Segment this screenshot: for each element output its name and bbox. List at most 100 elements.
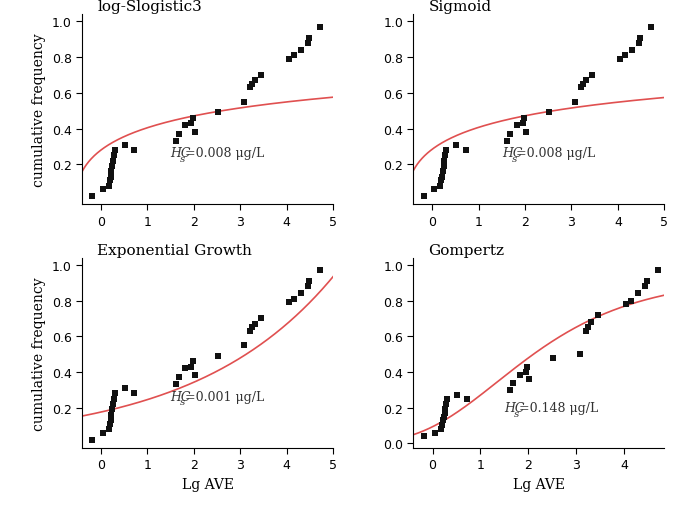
Point	[249, 320, 260, 328]
Point	[171, 138, 182, 146]
Text: HC: HC	[171, 390, 191, 403]
Point	[303, 277, 314, 286]
Point	[440, 406, 451, 414]
Point	[244, 84, 255, 93]
Point	[592, 311, 603, 319]
Point	[440, 147, 451, 155]
Point	[646, 24, 657, 32]
Point	[575, 84, 586, 93]
Point	[633, 290, 644, 298]
Point	[621, 300, 632, 308]
Point	[187, 115, 198, 123]
Point	[105, 420, 116, 428]
Point	[517, 120, 528, 128]
Point	[189, 129, 200, 137]
Text: s: s	[180, 154, 186, 163]
Point	[105, 177, 116, 185]
Point	[108, 157, 119, 165]
Point	[108, 152, 119, 160]
Point	[295, 290, 306, 298]
Point	[105, 174, 116, 182]
Point	[106, 411, 117, 419]
Point	[429, 429, 440, 437]
Text: =0.001 μg/L: =0.001 μg/L	[185, 390, 264, 403]
Point	[641, 277, 652, 286]
Point	[256, 315, 266, 323]
Point	[108, 400, 119, 408]
Text: s: s	[514, 409, 520, 418]
Point	[521, 129, 532, 137]
X-axis label: Lg AVE: Lg AVE	[182, 477, 234, 491]
Point	[625, 297, 636, 305]
Point	[256, 72, 266, 80]
Point	[105, 416, 116, 425]
Point	[212, 109, 223, 118]
Point	[428, 186, 439, 194]
Point	[103, 425, 114, 433]
Point	[87, 193, 98, 201]
Point	[586, 318, 597, 326]
Point	[171, 381, 182, 389]
Point	[580, 327, 591, 335]
Text: s: s	[180, 398, 186, 406]
Point	[570, 99, 581, 107]
Point	[440, 400, 451, 408]
Y-axis label: cumulative frequency: cumulative frequency	[32, 276, 46, 430]
Point	[212, 352, 223, 360]
Point	[635, 35, 646, 43]
Text: HC: HC	[502, 147, 522, 160]
Point	[587, 72, 598, 80]
Point	[108, 395, 119, 403]
Point	[619, 52, 630, 61]
Point	[634, 40, 645, 48]
Point	[247, 81, 258, 89]
Point	[189, 372, 200, 380]
Point	[129, 389, 140, 398]
Point	[435, 182, 446, 190]
Text: log-Slogistic3: log-Slogistic3	[97, 0, 202, 14]
Point	[303, 35, 314, 43]
Point	[288, 295, 299, 303]
Point	[244, 327, 255, 335]
Text: =0.008 μg/L: =0.008 μg/L	[185, 147, 264, 160]
Point	[577, 81, 588, 89]
Point	[640, 282, 651, 291]
Text: HC: HC	[171, 147, 191, 160]
Text: Exponential Growth: Exponential Growth	[97, 243, 252, 257]
Point	[119, 142, 130, 150]
Point	[437, 168, 448, 176]
Point	[436, 177, 447, 185]
Point	[627, 47, 638, 55]
Text: s: s	[512, 154, 517, 163]
Point	[522, 363, 533, 371]
Text: =0.148 μg/L: =0.148 μg/L	[519, 402, 598, 414]
Point	[284, 56, 295, 64]
X-axis label: Lg AVE: Lg AVE	[513, 477, 565, 491]
Point	[87, 436, 98, 444]
Point	[106, 168, 117, 176]
Point	[186, 120, 197, 128]
Point	[438, 157, 449, 165]
Point	[505, 386, 516, 394]
Y-axis label: cumulative frequency: cumulative frequency	[32, 34, 46, 187]
Point	[574, 350, 585, 358]
Point	[129, 147, 140, 155]
Text: HC: HC	[504, 402, 525, 414]
Point	[519, 115, 530, 123]
Point	[544, 109, 555, 118]
Text: Sigmoid: Sigmoid	[429, 0, 492, 14]
Point	[97, 429, 108, 437]
Point	[107, 406, 118, 414]
Point	[284, 299, 295, 307]
Point	[238, 342, 249, 350]
Point	[615, 56, 626, 64]
Point	[451, 142, 462, 150]
Point	[440, 152, 451, 160]
Point	[436, 425, 447, 433]
Point	[302, 282, 313, 291]
Point	[581, 77, 592, 86]
Point	[314, 267, 325, 275]
Point	[109, 389, 120, 398]
Point	[438, 163, 449, 171]
Point	[547, 354, 558, 362]
